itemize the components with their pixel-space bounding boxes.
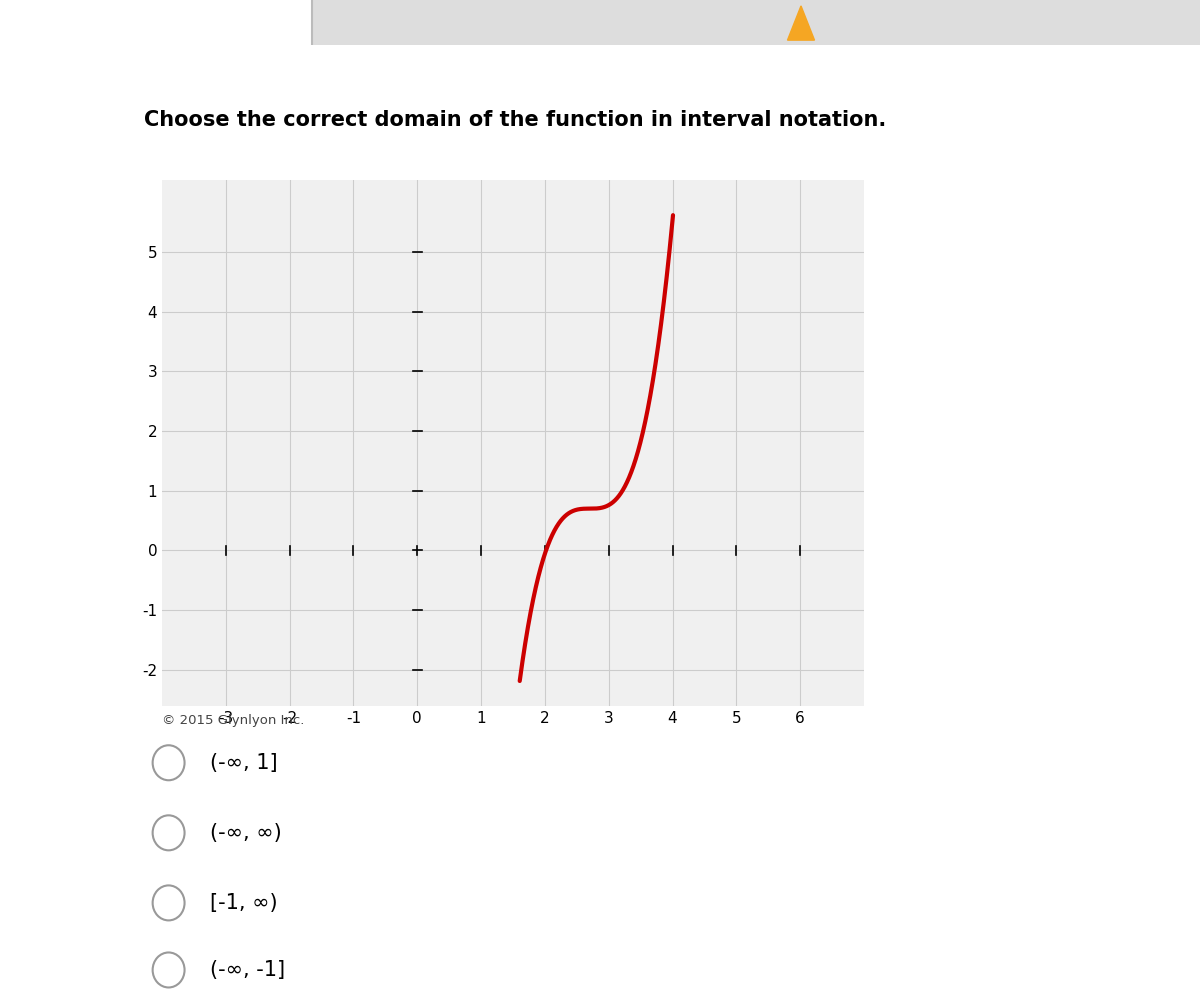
Text: © 2015 Glynlyon Inc.: © 2015 Glynlyon Inc.	[162, 714, 305, 727]
Text: (-∞, 1]: (-∞, 1]	[210, 753, 277, 773]
Bar	[312, 0, 1200, 45]
Text: [-1, ∞): [-1, ∞)	[210, 893, 277, 913]
Text: Choose the correct domain of the function in interval notation.: Choose the correct domain of the functio…	[144, 110, 887, 130]
Text: (-∞, -1]: (-∞, -1]	[210, 960, 286, 980]
Polygon shape	[787, 6, 815, 40]
Text: (-∞, ∞): (-∞, ∞)	[210, 823, 282, 843]
